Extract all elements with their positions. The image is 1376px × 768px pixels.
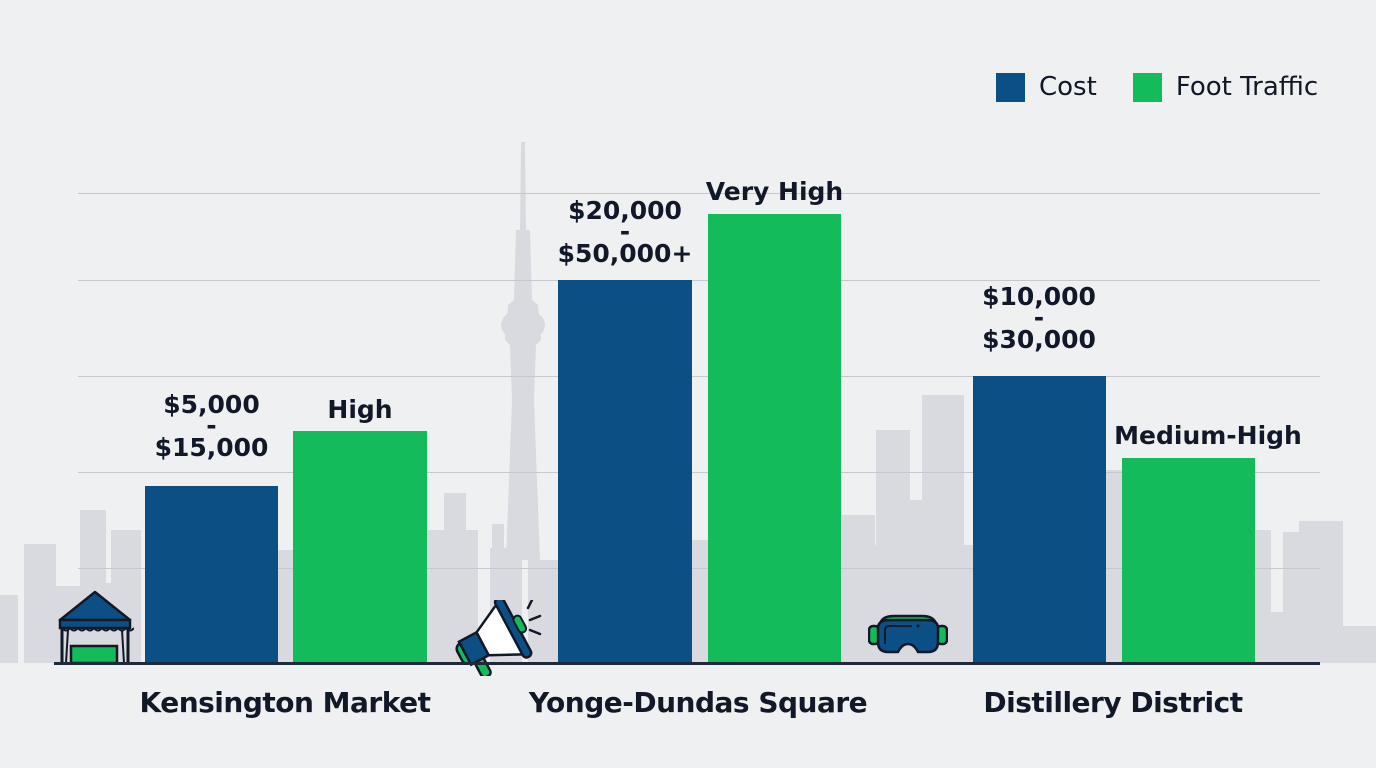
cost-label-distillery-district: $10,000 - $30,000 [959, 283, 1119, 353]
category-label-yonge-dundas-square: Yonge-Dundas Square [528, 686, 868, 719]
category-label-distillery-district: Distillery District [983, 686, 1243, 719]
megaphone-icon [455, 600, 542, 676]
cost-label-kensington-market: $5,000 - $15,000 [145, 391, 278, 461]
cost-label-dash: - [206, 411, 217, 440]
cost-label-line2: $15,000 [154, 433, 269, 462]
legend-item-foot-traffic: Foot Traffic [1132, 72, 1319, 102]
bar-cost-distillery-district [973, 376, 1106, 663]
bar-foot-traffic-distillery-district [1122, 458, 1255, 663]
gridline [78, 472, 1320, 473]
cost-label-line2: $30,000 [982, 325, 1096, 354]
bar-cost-yonge-dundas-square [558, 280, 692, 663]
cost-label-line2: $50,000+ [557, 239, 693, 268]
traffic-label-yonge-dundas-square: Very High [705, 177, 844, 206]
x-axis-baseline [54, 662, 1320, 665]
cost-label-line1: $20,000 [568, 196, 682, 225]
bar-cost-kensington-market [145, 486, 278, 663]
gridline [78, 193, 1320, 194]
cost-label-dash: - [619, 217, 631, 246]
cost-label-yonge-dundas-square: $20,000 - $50,000+ [545, 197, 705, 267]
gridline [78, 280, 1320, 281]
legend-label-cost: Cost [1039, 72, 1097, 102]
gridline [78, 376, 1320, 377]
legend: Cost Foot Traffic [996, 72, 1318, 102]
cost-label-dash: - [1033, 303, 1045, 332]
cost-label-line1: $5,000 [163, 390, 260, 419]
vr-headset-icon [868, 614, 948, 654]
tent-icon [58, 590, 134, 665]
traffic-label-kensington-market: High [327, 395, 393, 424]
legend-swatch-foot-traffic [1132, 72, 1162, 102]
bar-foot-traffic-kensington-market [293, 431, 427, 663]
category-label-kensington-market: Kensington Market [139, 686, 431, 719]
legend-label-foot-traffic: Foot Traffic [1175, 72, 1319, 102]
cost-label-line1: $10,000 [982, 282, 1096, 311]
legend-item-cost: Cost [996, 72, 1097, 102]
gridline [78, 568, 1320, 569]
legend-swatch-cost [996, 72, 1025, 102]
bar-foot-traffic-yonge-dundas-square [708, 214, 841, 663]
traffic-label-distillery-district: Medium-High [1114, 421, 1302, 450]
